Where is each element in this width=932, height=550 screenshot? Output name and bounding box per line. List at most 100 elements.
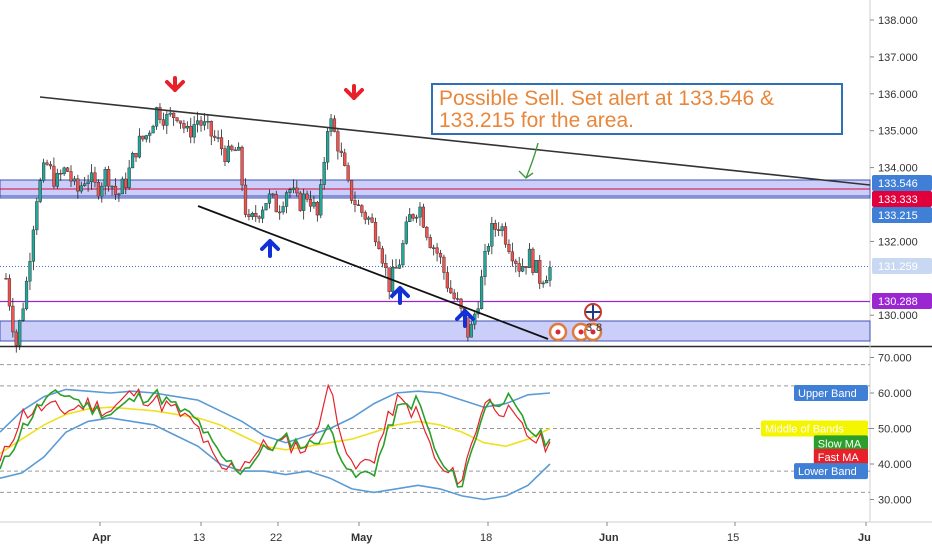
candle-body (144, 135, 148, 140)
price-tick-label: 137.000 (878, 52, 918, 64)
candle-body (38, 180, 42, 202)
candle-body (154, 107, 159, 127)
candle-body (281, 206, 285, 213)
candle-body (141, 135, 145, 140)
green-pointer-arrow (525, 142, 539, 179)
candle-body (421, 206, 426, 228)
candle-body (414, 216, 419, 219)
candle-body (189, 125, 193, 138)
time-tick-label: 13 (193, 532, 205, 544)
candle-body (332, 118, 337, 132)
price-badge-label: 131.259 (878, 261, 918, 273)
candle-body (7, 278, 12, 307)
uk-flag-cross (586, 305, 600, 319)
candle-body (384, 263, 388, 268)
candle-body (510, 251, 514, 262)
candle-body (110, 185, 114, 188)
price-tick-label: 136.000 (878, 89, 918, 101)
candle-body (107, 169, 111, 187)
candle-body (493, 223, 497, 230)
time-tick-label: Apr (92, 532, 112, 544)
candle-body (72, 178, 77, 182)
event-count-label: 8 (596, 322, 602, 334)
candle-body (503, 226, 508, 245)
price-badge (872, 175, 932, 191)
green-pointer-arrow-head (518, 170, 534, 179)
supply-zone-1 (0, 320, 871, 342)
candle-body (65, 167, 70, 172)
candle-body (52, 165, 56, 187)
candle-body (69, 171, 73, 182)
candle-body (199, 120, 203, 126)
candle-body (185, 125, 189, 129)
candle-body (226, 145, 230, 162)
candle-body (418, 206, 422, 218)
event-marker-dot (590, 329, 596, 335)
candle-body (172, 112, 176, 118)
candle-body (377, 241, 381, 249)
candle-body (284, 192, 289, 207)
candle-body (48, 164, 53, 167)
candle-body (59, 172, 63, 175)
candle-body (401, 243, 405, 266)
indicator-legend-badge (794, 385, 868, 401)
candle-body (507, 243, 511, 252)
candle-body (134, 152, 138, 158)
candle-body (466, 317, 470, 338)
candle-body (544, 280, 549, 284)
candle-body (500, 226, 504, 231)
candle-body (257, 216, 261, 219)
candle-body (14, 331, 18, 346)
candle-body (380, 248, 384, 264)
time-tick-label: 22 (270, 532, 282, 544)
candle-body (373, 222, 378, 243)
candle-body (24, 280, 29, 310)
candle-body (76, 178, 80, 192)
candle-body (298, 192, 302, 211)
time-tick-label: Ju (858, 532, 871, 544)
candle-body (175, 117, 179, 122)
candle-body (353, 200, 357, 205)
candle-body (230, 145, 234, 151)
candle-body (18, 320, 22, 346)
lower-band-line (0, 417, 551, 501)
price-badge-label: 133.546 (878, 178, 918, 190)
candle-body (4, 278, 8, 280)
support-trendline (197, 205, 549, 340)
candle-body (408, 214, 412, 223)
indicator-tick-label: 40.000 (878, 459, 912, 471)
candle-body (233, 149, 237, 152)
price-badge-label: 20:05 (878, 277, 906, 289)
candle-body (42, 162, 46, 181)
candle-body (83, 183, 87, 186)
candle-body (223, 148, 227, 162)
candle-body (356, 204, 361, 206)
candle-body (237, 146, 241, 151)
candle-body (497, 229, 501, 231)
price-badge-label: 133.215 (878, 210, 918, 222)
candle-body (308, 199, 313, 207)
candle-body (45, 162, 49, 165)
resistance-trendline (39, 96, 871, 186)
time-tick-label: 18 (480, 532, 492, 544)
candle-body (278, 211, 282, 214)
candle-body (548, 267, 552, 281)
event-marker-dot (578, 329, 584, 335)
time-tick-label: May (351, 532, 373, 544)
candle-body (250, 213, 254, 217)
candle-body (538, 260, 542, 284)
indicator-legend-label: Upper Band (798, 388, 857, 400)
price-badge (872, 191, 932, 207)
candle-body (243, 184, 248, 215)
candle-body (158, 107, 162, 120)
candle-body (206, 120, 210, 123)
time-tick-label: Jun (599, 532, 619, 544)
candle-body (514, 260, 518, 264)
price-tick-label: 135.000 (878, 126, 918, 138)
price-badge (872, 293, 932, 309)
candle-body (319, 184, 323, 216)
candle-body (55, 172, 59, 187)
candle-body (291, 187, 295, 190)
